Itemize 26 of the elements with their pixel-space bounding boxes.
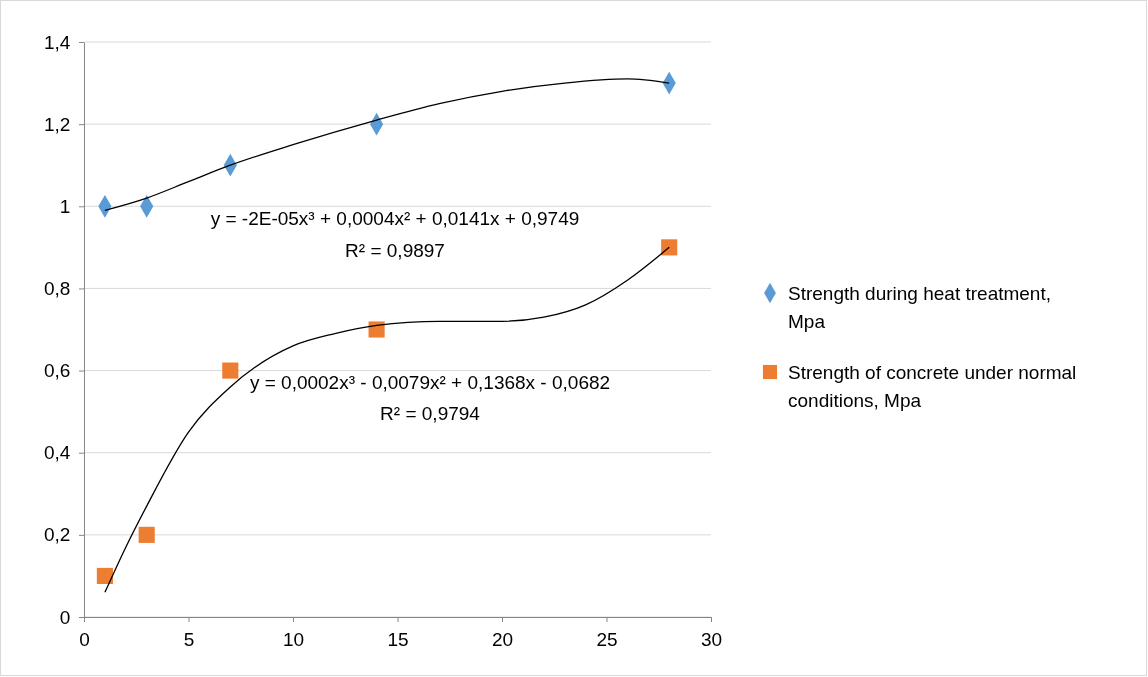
y-tick-label: 0,6: [43, 360, 71, 382]
point: [138, 526, 155, 543]
x-tick-label: 25: [596, 628, 618, 650]
y-tick-label: 1,4: [43, 31, 71, 53]
y-tick-label: 0: [59, 606, 71, 628]
y-tick-label: 0,4: [43, 442, 71, 464]
y-tick-label: 0,2: [43, 524, 71, 546]
annotation: y = -2E-05x³ + 0,0004x² + 0,0141x + 0,9749: [210, 208, 580, 229]
legend-label: Strength of concrete under normal conditions, Mpa: [788, 362, 1077, 411]
x-tick-label: 15: [387, 628, 409, 650]
annotation: R² = 0,9897: [345, 240, 445, 261]
point: [222, 362, 239, 379]
x-tick-label: 10: [282, 628, 305, 650]
x-tick-label: 5: [183, 628, 195, 650]
point: [661, 239, 678, 256]
x-tick-label: 30: [700, 628, 723, 650]
annotation: y = 0,0002x³ - 0,0079x² + 0,1368x - 0,0682: [249, 372, 611, 393]
point: [368, 321, 385, 338]
legend-label: Strength during heat treatment, Mpa: [788, 283, 1051, 332]
y-tick-label: 1: [59, 195, 71, 217]
x-tick-label: 20: [491, 628, 514, 650]
y-tick-label: 1,2: [43, 113, 71, 135]
y-tick-label: 0,8: [43, 278, 71, 300]
x-tick-label: 0: [79, 628, 90, 650]
point: [96, 567, 113, 584]
annotation: R² = 0,9794: [380, 403, 481, 424]
